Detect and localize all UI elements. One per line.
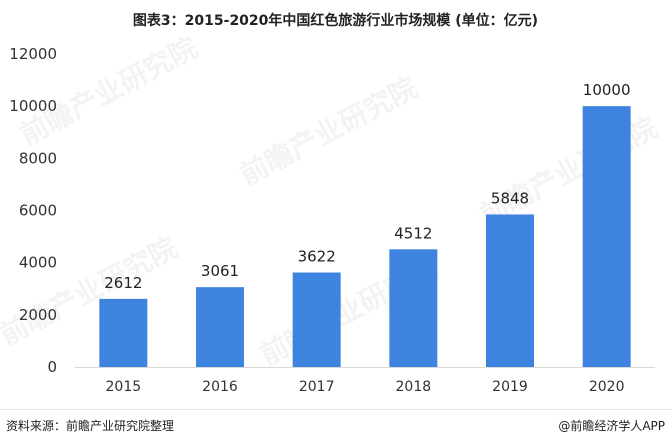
y-tick-label: 0 [47,358,57,376]
source-note: 资料来源：前瞻产业研究院整理 [6,419,175,433]
bar-2020 [582,106,631,368]
x-tick-label-2016: 2016 [202,379,238,395]
x-tick-label-2015: 2015 [106,379,142,395]
y-tick-label: 2000 [19,306,57,324]
y-tick-label: 10000 [9,97,57,115]
bar-2019 [486,214,534,367]
y-tick-label: 12000 [9,45,57,63]
value-label-2017: 3622 [298,248,336,266]
value-label-2020: 10000 [583,81,631,99]
value-labels: 2612 3061 3622 4512 5848 10000 [104,81,630,292]
value-label-2015: 2612 [104,274,142,292]
y-tick-label: 4000 [19,254,57,272]
bar-2016 [196,287,244,367]
bar-2018 [389,249,438,367]
footer-divider [0,409,671,410]
bars [99,106,631,368]
value-label-2018: 4512 [394,224,432,242]
x-tick-label-2019: 2019 [492,379,528,395]
bar-2017 [292,272,341,367]
chart-title: 图表3：2015-2020年中国红色旅游行业市场规模 (单位：亿元) [132,13,539,29]
x-tick-label-2017: 2017 [299,379,335,395]
y-tick-label: 6000 [19,202,57,220]
value-label-2019: 5848 [491,189,529,207]
y-axis-tick-labels: 0 2000 4000 6000 8000 10000 12000 [9,45,57,376]
x-axis-tick-labels: 2015 2016 2017 2018 2019 2020 [106,379,625,395]
x-tick-label-2018: 2018 [396,379,432,395]
value-label-2016: 3061 [201,262,239,280]
bar-2015 [99,298,148,367]
y-tick-label: 8000 [19,149,57,167]
brand-label: @前瞻经济学人APP [558,419,665,433]
x-tick-label-2020: 2020 [589,379,625,395]
